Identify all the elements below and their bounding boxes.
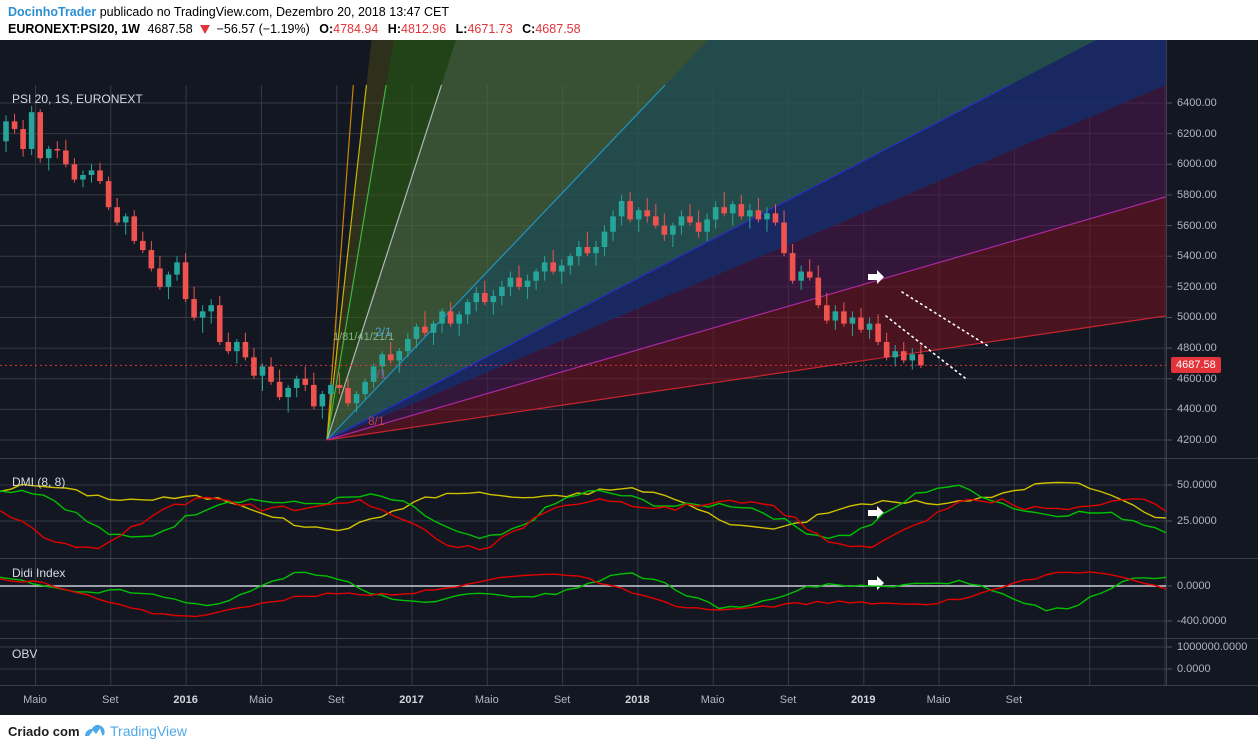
chart-container[interactable]: 1/81/41/21/1 2/1 4/1 8/1 PSI 20, 1S, EURONE…: [0, 40, 1258, 715]
price-axis-label: 6400.00: [1177, 97, 1217, 109]
arrow-marker-didi: [868, 576, 884, 590]
price-axis-label: 5200.00: [1177, 280, 1217, 293]
dmi-pane-title[interactable]: DMI (8, 8): [12, 475, 66, 489]
dmi-axis-label: 25.0000: [1177, 515, 1217, 527]
price-axis[interactable]: 6400.00 6200.00 6000.00 5800.00 5600.00 5400.…: [1166, 40, 1258, 697]
chart-plot-area[interactable]: 1/81/41/21/1 2/1 4/1 8/1: [0, 40, 1166, 685]
time-axis-year-label: 2018: [625, 694, 650, 706]
time-axis-year-label: 2019: [851, 694, 876, 706]
didi-fast-line: [0, 571, 1166, 612]
svg-text:8/1: 8/1: [368, 414, 385, 428]
time-axis-year-label: 2016: [173, 694, 198, 706]
open-key: O:: [319, 22, 334, 36]
didi-slow-line: [0, 571, 1166, 618]
price-axis-label: 5600.00: [1177, 219, 1217, 232]
close-key: C:: [522, 22, 536, 36]
created-with-label: Criado com: [8, 724, 80, 739]
price-axis-label: 4800.00: [1177, 342, 1217, 355]
arrow-marker-dmi: [868, 506, 884, 520]
price-axis-label: 4400.00: [1177, 403, 1217, 416]
price-axis-label: 6200.00: [1177, 127, 1217, 140]
time-axis-month-label: Set: [327, 694, 345, 706]
time-axis-month-label: Maio: [248, 694, 273, 706]
quote-line: EURONEXT:PSI20, 1W 4687.58 −56.57 (−1.19…: [8, 22, 581, 36]
pane-separator-dmi-didi: [0, 558, 1258, 559]
symbol-label[interactable]: EURONEXT:PSI20, 1W: [8, 22, 140, 36]
svg-text:2/1: 2/1: [375, 325, 392, 339]
triangle-down-icon: [200, 25, 211, 34]
di-plus-line: [0, 484, 1166, 540]
time-axis-month-label: Set: [102, 694, 119, 706]
obv-axis-label: 1000000.0000: [1177, 641, 1248, 653]
author-name[interactable]: DocinhoTrader: [8, 5, 97, 19]
time-axis-month-label: Maio: [926, 694, 951, 706]
candlestick-series: [3, 106, 924, 419]
didi-series: [0, 571, 1166, 618]
time-axis-month-label: Set: [779, 694, 797, 706]
di-minus-line: [0, 496, 1166, 551]
time-axis-month-label: Maio: [700, 694, 725, 706]
price-axis-label: 5400.00: [1177, 250, 1217, 263]
obv-axis-label: 0.0000: [1177, 663, 1211, 675]
dmi-series: [0, 481, 1166, 551]
arrow-marker-price: [868, 270, 884, 284]
chart-canvas: 1/81/41/21/12/14/18/1: [0, 40, 1166, 685]
didi-axis-label: 0.0000: [1177, 580, 1211, 592]
high-key: H:: [387, 22, 401, 36]
publication-meta: publicado no TradingView.com, Dezembro 2…: [99, 5, 449, 19]
current-price-badge[interactable]: 4687.58: [1171, 357, 1221, 374]
time-axis-month-label: Maio: [474, 694, 499, 706]
low-key: L:: [455, 22, 468, 36]
time-axis[interactable]: Maio Set 2016 Maio Set 2017 Maio Set 2018 Maio Set…: [0, 685, 1258, 715]
price-axis-label: 6000.00: [1177, 158, 1217, 171]
price-axis-label: 4600.00: [1177, 372, 1217, 385]
price-axis-label: 4200.00: [1177, 434, 1217, 447]
descending-channel: [885, 291, 989, 379]
high-value: 4812.96: [401, 22, 447, 36]
tradingview-logo-icon: [84, 723, 106, 744]
last-price: 4687.58: [147, 22, 193, 36]
time-axis-year-label: 2017: [399, 694, 424, 706]
price-change: −56.57 (−1.19%): [216, 22, 310, 36]
gann-fan-overlay: [326, 40, 1166, 441]
publication-line: DocinhoTrader publicado no TradingView.c…: [8, 5, 449, 19]
obv-pane-title[interactable]: OBV: [12, 647, 38, 661]
open-value: 4784.94: [333, 22, 379, 36]
tradingview-brand-label[interactable]: TradingView: [110, 723, 188, 739]
chart-header: DocinhoTrader publicado no TradingView.c…: [0, 0, 1258, 40]
price-axis-label: 5800.00: [1177, 188, 1217, 201]
dmi-axis-label: 50.0000: [1177, 479, 1217, 491]
time-axis-month-label: Maio: [23, 694, 47, 706]
time-axis-month-label: Set: [553, 694, 571, 706]
price-pane-title: PSI 20, 1S, EURONEXT: [12, 92, 143, 106]
chart-footer: Criado com TradingView: [0, 715, 1258, 748]
didi-pane-title[interactable]: Didi Index: [12, 566, 66, 580]
svg-text:1/81/41/21/1: 1/81/41/21/1: [333, 331, 394, 343]
price-axis-label: 5000.00: [1177, 311, 1217, 324]
adx-line: [0, 481, 1166, 532]
pane-separator-didi-obv: [0, 638, 1258, 639]
low-value: 4671.73: [467, 22, 513, 36]
time-axis-month-label: Set: [1005, 694, 1023, 706]
close-value: 4687.58: [535, 22, 581, 36]
pane-separator-price-dmi: [0, 458, 1258, 459]
didi-axis-label: -400.0000: [1177, 615, 1227, 627]
